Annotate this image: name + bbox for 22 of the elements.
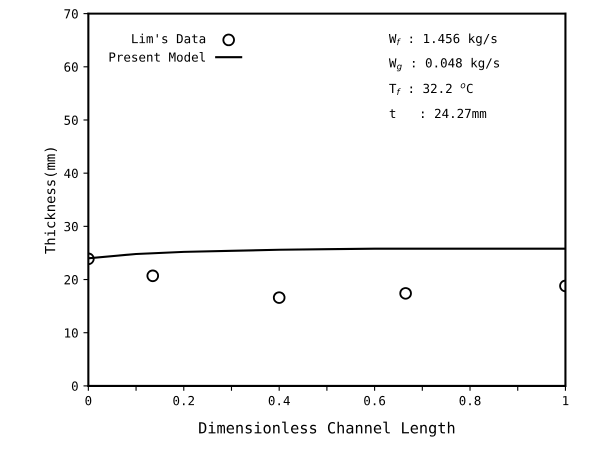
x-tick-label: 1 — [563, 396, 568, 406]
legend-label: Lim's Data — [132, 34, 206, 44]
y-tick-label: 50 — [64, 115, 78, 125]
text: W$_{g}$ : 0.048 kg/s — [388, 58, 500, 72]
y-tick-label: 30 — [64, 222, 78, 232]
legend-label: Present Model — [110, 52, 205, 62]
x-tick-label: 0 — [85, 396, 92, 406]
x-tick-label: 0.6 — [364, 396, 386, 406]
annotation: t : 24.27mm — [390, 108, 486, 118]
x-tick-label: 0.4 — [268, 396, 290, 406]
annotation: T$_{f}$ : 32.2 $^{o}$C — [389, 83, 473, 96]
y-tick-label: 70 — [64, 9, 78, 19]
y-tick-label: 20 — [64, 275, 78, 284]
x-axis-title: Dimensionless Channel Length — [199, 422, 454, 437]
y-tick-label: 60 — [64, 62, 78, 72]
annotation: W$_{f}$ : 1.456 kg/s — [388, 34, 497, 46]
y-tick-label: 10 — [65, 328, 78, 338]
y-tick-label: 0 — [72, 381, 78, 391]
x-tick-label: 0.8 — [460, 396, 481, 406]
y-axis-title: Thickness(mm) — [44, 148, 57, 254]
x-tick-label: 0.2 — [173, 396, 194, 406]
y-tick-label: 40 — [64, 168, 78, 178]
